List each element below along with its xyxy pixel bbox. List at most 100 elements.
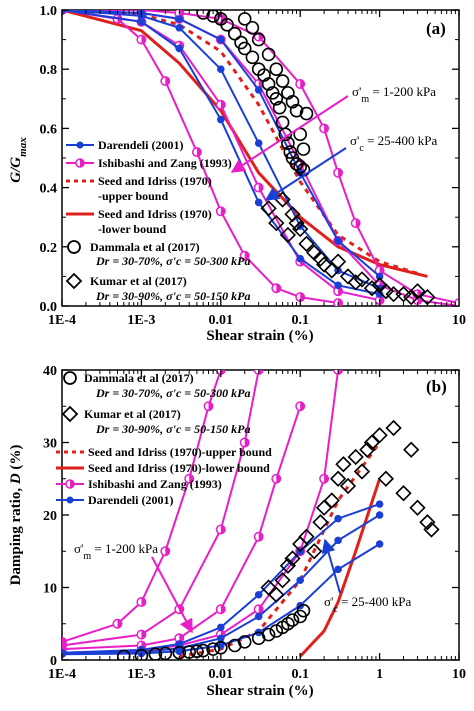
marker-half-ishibashi-and-zang-1993-m-50 [300,402,305,411]
marker-darendeli-2001-c-400 [334,565,342,574]
x-axis-label-a: Shear strain (%) [206,328,313,344]
marker-darendeli-2001-c-400 [175,647,184,656]
legend-item-dammala: Dammala et al (2017) Dr = 30-70%, σ'c = … [67,240,250,268]
arrow-sigma-m-b [151,556,193,634]
line-seed-and-idriss-1970-upper-bound [62,10,418,275]
legend-item-kumar: Kumar et al (2017) Dr = 30-90%, σ'c = 50… [65,272,250,303]
marker-half-ishibashi-and-zang-1993-m-10 [141,630,146,639]
legend-text-dammala: Dammala et al (2017) [90,240,200,254]
marker-darendeli-2001-c-25 [375,290,384,298]
point-dammala-et-al-2017 [281,136,295,150]
point-dammala-et-al-2017-set-2 [269,62,284,76]
marker-half-ishibashi-and-zang-1993-m-200 [338,370,343,375]
point-kumar-et-al-2017 [298,235,315,252]
point-kumar-et-al-2017 [359,441,376,458]
legend-text-seed-lower-2: -lower bound [98,222,166,236]
marker-darendeli-2001-c-400 [254,86,263,94]
point-kumar-et-al-2017 [395,286,412,303]
marker-darendeli-2001-c-25 [296,254,305,263]
x-tick-label: 0.1 [291,667,309,682]
y-tick-label: 0.6 [40,122,58,137]
marker-half-ishibashi-and-zang-1993-m-200 [258,605,263,614]
ticks-a: 1E-4 1E-3 0.01 0.1 1 10 0.0 0.2 0.4 0.6 0.8 1.0 [40,4,467,328]
marker-darendeli-2001-c-25 [217,115,225,124]
x-tick-label: 1E-4 [48,313,76,328]
x-tick-label: 10 [452,667,466,682]
y-tick-label: 0.4 [40,182,58,197]
marker-darendeli-2001-c-100 [334,536,342,545]
y-tick-label: 20 [43,509,57,524]
legend-text-seed-upper-2: -upper bound [98,189,168,203]
panel-a: 1E-4 1E-3 0.01 0.1 1 10 0.0 0.2 0.4 0.6 0.8 1.0 (a)… [8,4,466,344]
marker-darendeli-2001-c-400 [375,540,384,548]
legend-text-kumar-2: Dr = 30-90%, σ'c = 50-150 kPa [95,289,250,303]
marker-darendeli-2001-c-400 [217,35,225,44]
annotation-sigma-m-b: σ'm = 1-200 kPa [74,541,158,562]
point-kumar-et-al-2017 [339,268,357,285]
point-dammala-et-al-2017-set-2 [299,106,314,121]
point-dammala-et-al-2017-set-2 [285,94,300,109]
point-dammala-et-al-2017 [261,77,276,91]
line-ishibashi-and-zang-1993-m-200 [62,10,459,304]
arrow-sigma-c-a [264,147,347,201]
point-dammala-et-al-2017 [283,145,298,159]
legend-item-kumar-b: Kumar et al (2017) Dr = 30-90%, σ'c = 50… [61,405,250,436]
marker-half-ishibashi-and-zang-1993-m-200 [324,474,329,483]
legend-text-kumar-b: Kumar et al (2017) [84,407,181,421]
point-dammala-et-al-2017 [237,41,252,56]
marker-half-ishibashi-and-zang-1993-m-1 [244,251,249,260]
y-tick-label: 40 [43,364,57,379]
point-kumar-et-al-2017 [315,499,333,516]
marker-half-ishibashi-and-zang-1993-m-1 [141,35,146,44]
point-dammala-et-al-2017 [134,648,149,660]
line-ishibashi-and-zang-1993-m-1 [62,10,339,304]
legend-item-seed-lower: Seed and Idriss (1970) -lower bound [66,207,212,236]
marker-darendeli-2001-c-25 [137,18,146,26]
marker-half-ishibashi-and-zang-1993-m-50 [179,634,184,643]
marker-darendeli-2001-c-400 [375,272,384,281]
marker-darendeli-2001-c-25 [175,44,184,53]
legend-text-seed-upper-b: Seed and Idriss (1970)-upper bound [88,445,272,459]
y-tick-label: 0.8 [40,63,58,78]
point-kumar-et-al-2017 [409,283,426,300]
point-dammala-et-al-2017 [148,647,163,660]
point-kumar-et-al-2017 [329,470,347,487]
y-axis-label-b: Damping ratio, D (%) [8,445,24,586]
marker-darendeli-2001-c-100 [254,612,263,621]
point-kumar-et-al-2017 [268,214,285,232]
point-kumar-et-al-2017 [353,271,371,288]
legend-item-seed-upper: Seed and Idriss (1970) -upper bound [66,174,212,203]
marker-half-ishibashi-and-zang-1993-m-10 [258,183,263,192]
point-kumar-et-al-2017 [329,253,347,270]
point-kumar-et-al-2017 [347,448,364,466]
marker-half-ishibashi-and-zang-1993-m-50 [276,474,281,483]
legend-item-ishibashi-b: Ishibashi and Zang (1993) [56,477,222,491]
marker-half-ishibashi-and-zang-1993-m-1 [220,370,225,375]
point-dammala-et-al-2017 [206,642,220,656]
point-dammala-et-al-2017-set-2 [245,20,260,35]
x-tick-label: 0.01 [209,313,234,328]
point-kumar-et-al-2017 [377,283,395,300]
annotation-sigma-c-a: σ'c = 25-400 kPa [350,133,437,154]
marker-half-ishibashi-and-zang-1993-m-10 [220,100,225,109]
point-dammala-et-al-2017 [245,50,260,65]
marker-half-ishibashi-and-zang-1993-m-1 [165,76,170,86]
point-kumar-et-al-2017 [268,586,285,603]
legend-text-kumar: Kumar et al (2017) [90,274,187,288]
point-kumar-et-al-2017 [323,492,340,509]
marker-half-ishibashi-and-zang-1993-m-50 [258,79,263,89]
point-dammala-et-al-2017-set-2 [275,74,290,88]
marker-darendeli-2001-c-100 [254,139,263,147]
point-kumar-et-al-2017 [315,256,333,273]
line-darendeli-2001-c-25 [62,503,380,654]
point-kumar-et-al-2017 [353,463,371,480]
point-kumar-et-al-2017 [377,470,395,487]
legend-text-seed-upper: Seed and Idriss (1970) [98,174,212,188]
marker-half-ishibashi-and-zang-1993-m-10 [338,287,343,296]
point-kumar-et-al-2017 [312,514,329,531]
marker-darendeli-2001-c-100 [375,511,384,519]
point-dammala-et-al-2017 [285,613,300,627]
y-tick-label: 1.0 [40,4,58,19]
y-tick-label: 0.2 [40,241,58,256]
